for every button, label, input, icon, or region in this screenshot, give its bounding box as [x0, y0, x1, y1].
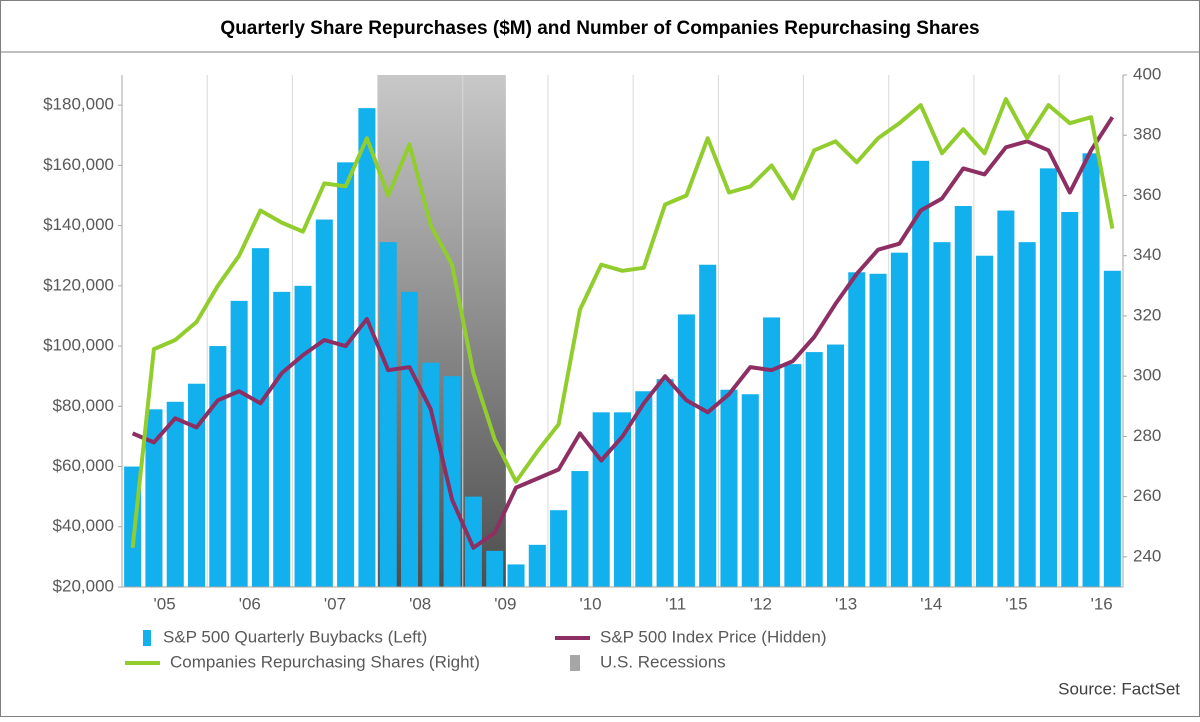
x-tick-label: '06	[239, 594, 261, 613]
recession-band	[462, 75, 485, 587]
bar	[294, 285, 312, 587]
bar	[997, 210, 1015, 587]
x-tick-label: '08	[409, 594, 431, 613]
y-tick-label: $100,000	[43, 336, 114, 355]
bar	[230, 300, 248, 587]
bar	[954, 206, 972, 587]
recession-band	[484, 75, 506, 587]
x-tick-label: '13	[835, 594, 857, 613]
bar	[166, 401, 184, 587]
bar	[656, 379, 674, 587]
bar	[912, 160, 930, 587]
bar	[145, 409, 163, 587]
bar	[1103, 270, 1121, 587]
y2-tick-label: 340	[1133, 245, 1161, 264]
x-tick-label: '15	[1005, 594, 1027, 613]
bar	[1082, 153, 1100, 587]
bar	[1061, 212, 1079, 588]
y2-tick-label: 280	[1133, 426, 1161, 445]
bar	[188, 383, 206, 587]
bar	[209, 346, 227, 587]
y-tick-label: $140,000	[43, 215, 114, 234]
y-tick-label: $180,000	[43, 95, 114, 114]
x-tick-label: '09	[494, 594, 516, 613]
legend-swatch	[570, 655, 580, 671]
y-tick-label: $80,000	[53, 396, 114, 415]
x-tick-label: '07	[324, 594, 346, 613]
bar	[379, 242, 397, 587]
bar	[826, 344, 844, 587]
bar	[848, 272, 866, 587]
y-tick-label: $40,000	[53, 516, 114, 535]
bar	[251, 248, 269, 588]
bar	[401, 291, 419, 587]
bar	[550, 510, 568, 587]
legend-item: Companies Repurchasing Shares (Right)	[125, 652, 480, 671]
bar	[741, 394, 759, 587]
y2-tick-label: 260	[1133, 486, 1161, 505]
bar	[273, 291, 291, 587]
legend-item: S&P 500 Index Price (Hidden)	[555, 627, 826, 646]
bar	[976, 255, 994, 588]
legend-swatch	[143, 630, 151, 646]
legend-label: S&P 500 Index Price (Hidden)	[600, 627, 826, 646]
bar	[763, 317, 781, 587]
bar	[890, 252, 908, 587]
bar	[571, 471, 589, 587]
x-tick-label: '14	[920, 594, 942, 613]
bar	[784, 364, 802, 587]
bar	[699, 264, 717, 587]
y-tick-label: $20,000	[53, 576, 114, 595]
bar	[528, 544, 546, 587]
bar	[1039, 168, 1057, 588]
bar	[1018, 242, 1036, 587]
line	[131, 116, 1115, 550]
bar	[422, 362, 440, 587]
bar	[337, 162, 355, 587]
bar	[464, 496, 482, 587]
legend-label: Companies Repurchasing Shares (Right)	[170, 652, 480, 671]
bar	[635, 391, 653, 587]
bar	[507, 564, 525, 587]
bar	[443, 376, 461, 587]
bar	[869, 273, 887, 587]
legend-item: U.S. Recessions	[570, 652, 726, 671]
bar	[592, 412, 610, 587]
bar	[720, 389, 738, 587]
y2-tick-label: 240	[1133, 546, 1161, 565]
x-tick-label: '16	[1091, 594, 1113, 613]
y2-tick-label: 300	[1133, 366, 1161, 385]
bar	[805, 352, 823, 587]
x-tick-label: '11	[665, 594, 686, 613]
line	[130, 97, 1115, 549]
chart-title: Quarterly Share Repurchases ($M) and Num…	[220, 18, 979, 39]
y-tick-label: $160,000	[43, 155, 114, 174]
y-tick-label: $120,000	[43, 275, 114, 294]
y-tick-label: $60,000	[53, 456, 114, 475]
source: Source: FactSet	[1058, 679, 1180, 698]
y2-tick-label: 380	[1133, 125, 1161, 144]
bar	[315, 219, 333, 588]
x-tick-label: '12	[750, 594, 772, 613]
legend-label: U.S. Recessions	[600, 652, 726, 671]
bar	[358, 108, 376, 588]
y2-tick-label: 400	[1133, 64, 1161, 83]
y2-tick-label: 360	[1133, 185, 1161, 204]
y2-tick-label: 320	[1133, 305, 1161, 324]
x-tick-label: '10	[579, 594, 601, 613]
x-tick-label: '05	[154, 594, 176, 613]
legend-item: S&P 500 Quarterly Buybacks (Left)	[143, 627, 427, 646]
bar	[933, 242, 951, 587]
bar	[677, 314, 695, 587]
bar	[613, 412, 632, 587]
bar	[486, 550, 504, 587]
legend-label: S&P 500 Quarterly Buybacks (Left)	[163, 627, 427, 646]
